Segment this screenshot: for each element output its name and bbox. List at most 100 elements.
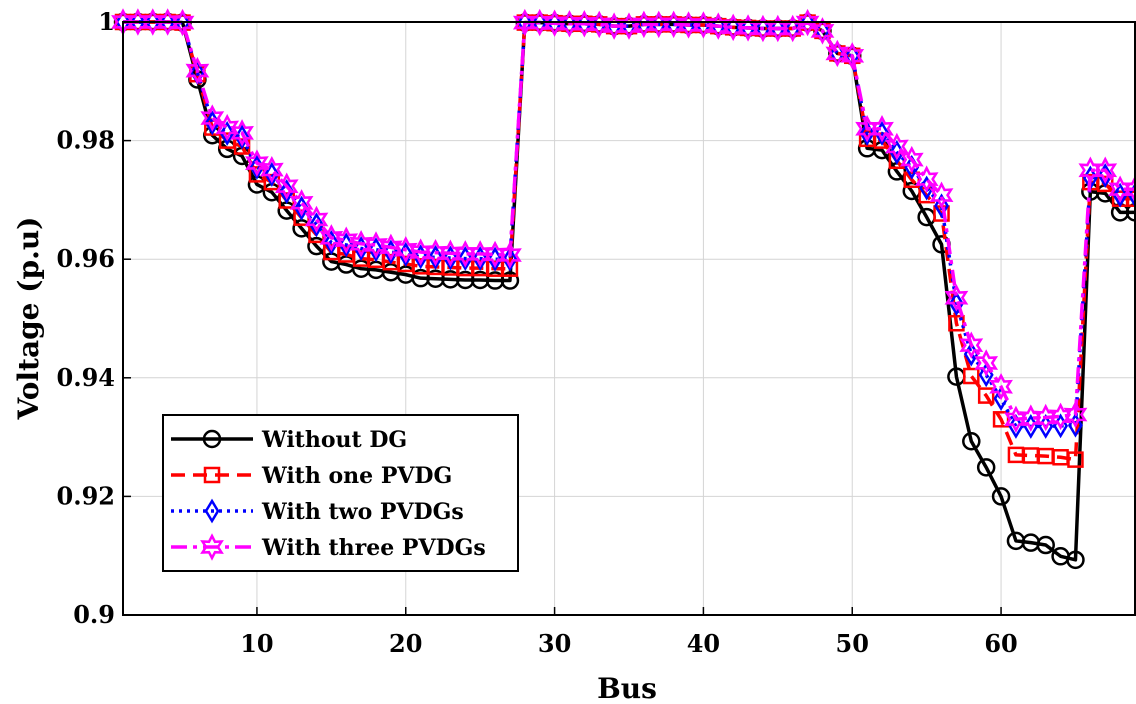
data-point	[185, 56, 210, 85]
series-4	[111, 8, 1136, 434]
plot-frame	[122, 21, 1136, 616]
data-point	[215, 113, 240, 142]
data-point	[259, 155, 284, 184]
data-point	[323, 230, 339, 256]
data-point	[840, 42, 865, 70]
data-point	[274, 172, 299, 200]
legend-marker	[203, 466, 221, 484]
data-point	[349, 230, 373, 258]
x-tick-label: 60	[984, 629, 1017, 658]
data-point	[929, 181, 954, 209]
x-tick-label: 20	[389, 629, 422, 658]
data-point	[1093, 156, 1118, 184]
y-tick-label: 0.98	[57, 126, 115, 155]
data-point	[706, 12, 731, 40]
data-point	[319, 224, 344, 252]
legend-marker	[204, 498, 220, 524]
data-point	[948, 291, 964, 317]
data-point	[364, 231, 388, 259]
series-line	[123, 20, 1135, 429]
data-point	[859, 121, 875, 146]
data-point	[1067, 451, 1084, 468]
data-point	[309, 212, 324, 238]
data-point	[200, 104, 225, 132]
legend-item: With three PVDGs	[171, 533, 486, 561]
legend-label: With three PVDGs	[261, 535, 486, 561]
y-tick-label: 0.94	[57, 363, 115, 392]
data-point	[1066, 550, 1085, 570]
data-point	[1008, 413, 1024, 439]
data-point	[219, 121, 235, 146]
data-point	[501, 260, 519, 277]
legend-box	[162, 414, 519, 572]
legend-item: Without DG	[171, 427, 407, 453]
data-point	[498, 241, 522, 269]
data-point	[289, 189, 314, 217]
data-point	[899, 145, 924, 174]
series-layer	[111, 8, 1136, 570]
x-tick-label: 50	[836, 629, 869, 658]
data-point	[810, 17, 835, 45]
legend-marker	[200, 533, 224, 561]
data-point	[962, 432, 981, 451]
data-point	[944, 284, 969, 312]
series-3	[115, 9, 1136, 439]
data-point	[1048, 402, 1073, 431]
data-point	[795, 8, 820, 37]
data-point	[304, 205, 329, 234]
x-axis: 10 20 30 40 50 60	[240, 607, 1018, 658]
data-point	[1036, 535, 1055, 555]
data-point	[1097, 163, 1113, 189]
data-point	[230, 119, 254, 147]
data-point	[959, 331, 984, 359]
series-line	[123, 20, 1135, 422]
data-point	[617, 12, 641, 40]
legend-item: With two PVDGs	[171, 498, 464, 525]
data-point	[170, 8, 195, 37]
series-2	[114, 13, 1136, 468]
legend-marker	[202, 429, 222, 449]
legend-label: With two PVDGs	[261, 499, 464, 525]
data-point	[885, 132, 909, 161]
data-point	[1063, 400, 1088, 429]
y-axis-label: Voltage (p.u)	[12, 217, 45, 421]
y-tick-label: 1	[98, 7, 115, 36]
x-tick-label: 10	[240, 629, 273, 658]
data-point	[691, 11, 716, 39]
y-axis: 0.9 0.92 0.94 0.96 0.98 1	[57, 7, 131, 629]
data-point	[334, 226, 359, 254]
data-point	[428, 244, 443, 270]
legend-label: With one PVDG	[261, 463, 452, 489]
data-point	[264, 161, 280, 187]
y-tick-label: 0.96	[57, 244, 115, 273]
legend-label: Without DG	[261, 427, 407, 453]
data-point	[976, 458, 996, 477]
data-point	[991, 487, 1011, 506]
x-axis-label: Bus	[597, 672, 657, 704]
data-point	[1112, 182, 1128, 208]
data-point	[587, 10, 612, 39]
y-tick-label: 0.92	[57, 481, 115, 510]
legend: Without DG With one PVDG With two PVDGs Wit…	[162, 414, 519, 572]
x-tick-label: 30	[538, 629, 571, 658]
data-point	[977, 387, 995, 404]
data-point	[934, 193, 949, 219]
data-point	[989, 372, 1013, 401]
data-point	[233, 138, 251, 155]
data-point	[974, 349, 999, 377]
data-point	[393, 235, 418, 264]
data-point	[500, 271, 520, 290]
x-tick-label: 40	[687, 629, 720, 658]
data-point	[245, 149, 269, 177]
series-line	[123, 20, 1135, 462]
data-point	[398, 242, 414, 267]
data-point	[825, 39, 850, 68]
data-point	[992, 411, 1010, 428]
data-point	[914, 165, 939, 193]
data-point	[870, 115, 894, 143]
legend-item: With one PVDG	[171, 463, 452, 489]
y-tick-label: 0.9	[73, 600, 115, 629]
data-point	[379, 233, 403, 262]
data-point	[963, 367, 980, 385]
